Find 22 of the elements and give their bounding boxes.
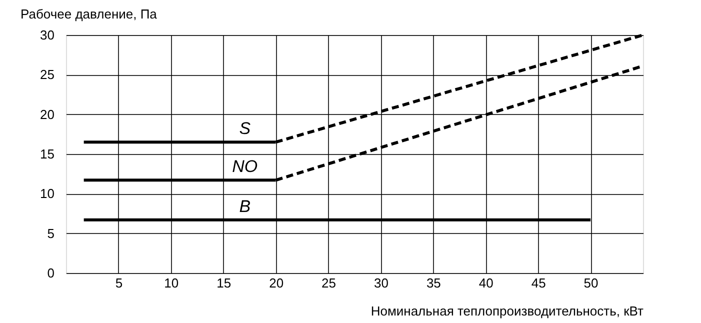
y-tick-label: 5 [47,226,54,241]
x-tick-label: 10 [164,276,179,290]
series-label: NO [232,157,258,176]
y-tick-label: 20 [40,106,54,122]
series-label: S [239,119,252,138]
y-tick-label: 30 [40,28,54,42]
x-axis-title: Номинальная теплопроизводительность, кВт [370,304,644,318]
x-tick-label: 45 [531,276,546,290]
x-tick-label: 30 [374,276,388,290]
x-tick-label: 25 [322,276,336,290]
y-tick-label: 25 [40,67,54,82]
y-tick-label: 15 [40,146,54,162]
x-tick-label: 5 [115,276,123,290]
x-tick-label: 40 [478,276,494,290]
series-label: B [239,196,251,216]
x-tick-label: 50 [584,276,598,290]
y-axis-title: Рабочее давление, Па [20,6,158,22]
x-tick-label: 35 [426,276,441,290]
x-tick-label: 20 [269,276,284,290]
x-tick-label: 15 [216,276,232,290]
y-tick-label: 0 [47,266,54,280]
y-tick-label: 10 [40,186,54,202]
